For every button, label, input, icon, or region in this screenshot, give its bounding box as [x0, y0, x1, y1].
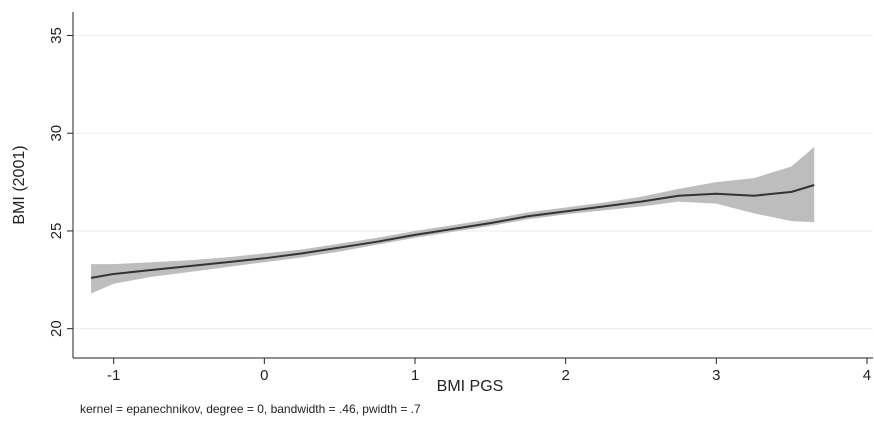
- y-tick-label: 30: [48, 125, 65, 142]
- x-tick-label: -1: [107, 367, 120, 384]
- x-axis-title: BMI PGS: [437, 378, 504, 395]
- x-tick-label: 1: [411, 367, 419, 384]
- x-tick-label: 0: [260, 367, 268, 384]
- line: [90, 184, 815, 279]
- y-tick-label: 35: [48, 27, 65, 44]
- x-tick-label: 2: [561, 367, 569, 384]
- confidence-band: [91, 146, 815, 294]
- y-tick-label: 20: [48, 320, 65, 337]
- note: kernel = epanechnikov, degree = 0, bandw…: [80, 402, 421, 416]
- x-tick-label: 3: [712, 367, 720, 384]
- x-tick-label: 4: [863, 367, 871, 384]
- y-tick-label: 25: [48, 223, 65, 240]
- y-axis-title: BMI (2001): [11, 145, 28, 224]
